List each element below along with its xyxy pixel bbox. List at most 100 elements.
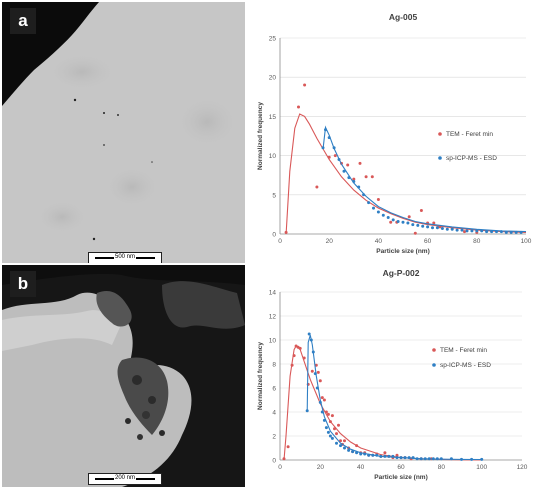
chart-b-xtick-label: 20 (317, 464, 325, 471)
chart-b-ytick-label: 14 (269, 290, 277, 297)
chart-a-series-1-point (352, 180, 356, 183)
chart-b-xtick-label: 60 (397, 464, 405, 471)
chart-a-series-0-fit-line (285, 113, 527, 235)
chart-svg-b: Ag-P-002 0 2 4 6 8 10 12 14 0 20 40 60 80 100 120 Partic… (257, 268, 528, 481)
chart-a-series-0-point (463, 230, 466, 234)
chart-a-ytick-label: 5 (272, 192, 276, 199)
chart-a-series-1-point (342, 169, 346, 173)
chart-b-series-1-point (375, 453, 379, 457)
chart-a-series-1-legend-marker (438, 156, 442, 160)
chart-b-series-1-point (439, 457, 443, 461)
chart-a-series-0-point (358, 161, 362, 165)
chart-a-series-0-point (364, 175, 368, 179)
chart-a-series-1-point (347, 176, 351, 180)
chart-b-series-1-point (326, 430, 330, 434)
tem-image-a: a 500 nm (2, 2, 245, 263)
chart-b-xtick-label: 80 (438, 464, 446, 471)
chart-b-series-0-point (282, 457, 286, 461)
chart-b-series-1-point (435, 457, 439, 461)
chart-b-series-1-point (320, 410, 324, 414)
chart-b-series-0-point (298, 346, 302, 350)
panel-label-a: a (10, 8, 36, 34)
chart-a-series-0-point (370, 175, 374, 179)
chart-a-series-0-legend-label: TEM - Feret min (446, 131, 493, 138)
chart-a-xtick-label: 0 (278, 238, 282, 245)
chart-b-series-1-point (399, 456, 403, 460)
chart-b-series-0-point (330, 414, 334, 418)
chart-a-ytick-label: 15 (269, 114, 277, 121)
chart-a-series-1-point (490, 230, 494, 234)
chart-svg-a: Ag-005 0 5 10 15 20 25 0 20 40 60 80 100 Particle siz… (257, 12, 532, 255)
chart-b-series-1-point (449, 457, 453, 461)
chart-a-series-1-point (495, 230, 498, 234)
chart-b-series-1-point (395, 456, 399, 460)
chart-a-series-1-point (406, 221, 410, 225)
chart-a-xtick-label: 80 (473, 238, 481, 245)
chart-a-series-0-point (389, 220, 393, 224)
chart-a-series-1-point (372, 206, 375, 210)
chart-a-xtick-label: 20 (326, 238, 334, 245)
tem-micrograph-a (2, 2, 245, 263)
chart-b-ytick-label: 12 (269, 314, 277, 321)
chart-b-series-0-legend-label: TEM - Feret min (440, 347, 487, 354)
chart-a-series-0-point (315, 185, 319, 189)
chart-ag-p-002: Ag-P-002 0 2 4 6 8 10 12 14 0 20 40 60 80 100 120 Partic… (250, 266, 548, 488)
chart-a-series-1-point (445, 227, 449, 231)
chart-b-series-1-point (411, 456, 415, 460)
chart-b-series-0-point (333, 427, 336, 431)
chart-a-xtick-label: 40 (375, 238, 383, 245)
chart-a-series-0-point (327, 155, 331, 159)
chart-b-series-1-point (363, 452, 367, 456)
chart-b-series-1-point (324, 426, 328, 430)
chart-a-series-1-fit-line (322, 125, 527, 233)
chart-a-series-1-point (386, 216, 390, 219)
chart-b-series-0-point (318, 379, 322, 383)
chart-b-series-0-point (395, 453, 399, 457)
chart-a-series-1-point (455, 228, 459, 232)
chart-b-xlabel: Particle size (nm) (374, 474, 427, 481)
chart-b-series-1-point (480, 457, 484, 461)
chart-b-series-0-point (310, 369, 314, 373)
chart-a-series-0-point (333, 154, 337, 158)
chart-a-series-1-point (514, 230, 518, 234)
chart-b-xtick-label: 40 (357, 464, 365, 471)
chart-b-series-1-point (305, 409, 309, 413)
chart-b-series-0-point (322, 398, 326, 402)
chart-b-ytick-label: 8 (272, 362, 276, 369)
chart-a-series-1-point (381, 213, 385, 217)
chart-a-series-1-point (480, 229, 484, 233)
chart-a-series-1-point (470, 229, 474, 233)
chart-a-series-0-point (352, 177, 356, 181)
chart-b-series-0-point (316, 370, 320, 374)
chart-a-series-1-point (509, 230, 513, 234)
chart-b-title: Ag-P-002 (383, 268, 420, 278)
chart-b-series-1-point (315, 386, 319, 390)
chart-b-series-1-point (311, 350, 315, 354)
tem-micrograph-b (2, 265, 245, 487)
chart-b-series-1-point (335, 441, 338, 445)
chart-b-series-1-point (431, 457, 435, 461)
chart-b-series-0-point (320, 396, 324, 400)
chart-a-series-1-point (465, 229, 469, 233)
chart-b-ylabel: Normalized frequency (257, 342, 264, 410)
chart-b-series-1-point (419, 457, 423, 461)
chart-b-xtick-label: 120 (517, 464, 528, 471)
chart-b-series-1-legend-marker (432, 363, 436, 367)
chart-a-series-0-point (303, 83, 307, 87)
scale-bar-label-b: 200 nm (113, 475, 136, 481)
chart-b-series-0-point (286, 445, 290, 449)
chart-a-series-1-point (362, 193, 366, 197)
chart-a-series-0-point (407, 215, 411, 219)
chart-a-series-1-point (391, 218, 395, 222)
chart-b-series-1-point (328, 434, 332, 438)
chart-a-series-0-legend-marker (438, 132, 442, 136)
chart-a-series-1-point (519, 230, 523, 234)
chart-b-series-1-point (351, 450, 355, 454)
chart-b-series-1-point (330, 436, 334, 440)
chart-a-series-0-point (419, 209, 423, 212)
chart-a-series-1-point (416, 223, 420, 227)
chart-b-series-1-point (355, 451, 359, 455)
chart-b-series-1-legend-label: sp-ICP-MS - ESD (440, 362, 491, 369)
chart-b-series-1-point (313, 372, 317, 376)
chart-a-ytick-label: 0 (272, 232, 276, 239)
